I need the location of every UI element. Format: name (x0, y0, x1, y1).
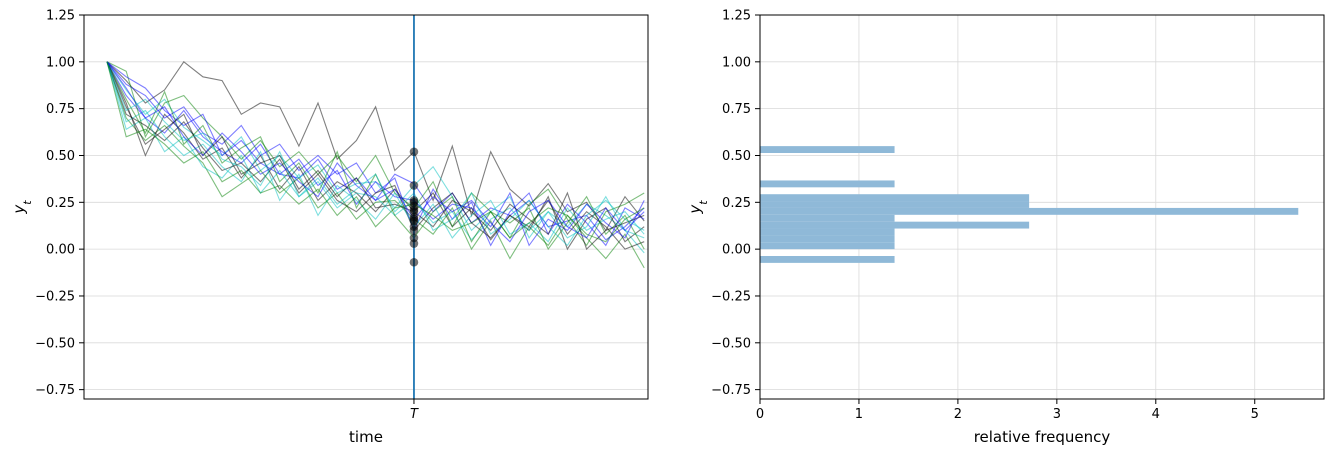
histogram-bar (760, 146, 895, 153)
right-x-tick-label: 2 (954, 407, 962, 422)
right-x-tick-label: 1 (855, 407, 863, 422)
series-line (106, 61, 645, 250)
observation-dot (409, 239, 419, 248)
series-line (106, 61, 645, 232)
right-y-tick-label: 1.00 (722, 55, 751, 70)
left-y-tick-label: 0.00 (46, 243, 75, 258)
series-line (106, 61, 645, 254)
series-line (106, 61, 645, 247)
right-x-ticks: 0 1 2 3 4 5 (756, 399, 1259, 422)
histogram-bar (760, 242, 895, 250)
right-y-tick-label: −0.25 (711, 289, 751, 304)
right-y-tick-label: 0.75 (722, 102, 751, 117)
left-plot-frame (83, 14, 649, 400)
left-y-tick-label: 1.25 (46, 9, 75, 24)
observation-dot (409, 257, 419, 267)
right-x-tick-label: 0 (756, 407, 764, 422)
series-line (106, 61, 645, 243)
left-y-tick-label: 0.50 (46, 149, 75, 164)
left-y-tick-label: 0.25 (46, 196, 75, 211)
series-line (106, 61, 645, 247)
left-y-tick-label: 1.00 (46, 55, 75, 70)
right-y-ticks: −0.75 −0.50 −0.25 0.00 0.25 0.50 0.75 1.00 1.25 (711, 9, 760, 398)
series-line (106, 61, 645, 251)
left-series-lines (106, 61, 645, 269)
right-y-tick-label: 0.50 (722, 149, 751, 164)
right-chart: −0.75−0.50−0.250.000.250.500.751.001.25 … (686, 9, 1325, 446)
left-y-tick-label: −0.50 (35, 336, 75, 351)
left-y-ticks: −0.75 −0.50 −0.25 0.00 0.25 0.50 0.75 1.00 1.25 (35, 9, 84, 398)
right-plot-frame (759, 14, 1325, 400)
right-y-tick-label: −0.75 (711, 383, 751, 398)
right-x-tick-label: 4 (1152, 407, 1160, 422)
left-y-tick-label: −0.75 (35, 383, 75, 398)
observation-dot (409, 181, 419, 190)
right-y-tick-label: 0.00 (722, 243, 751, 258)
histogram-bar (760, 256, 895, 263)
histogram-bar (760, 228, 895, 236)
histogram-bar (760, 214, 895, 222)
histogram-bar (760, 221, 1030, 229)
series-line (106, 61, 645, 247)
histogram-bar (760, 194, 1030, 202)
left-y-axis-label: yt (10, 200, 34, 215)
right-y-tick-label: 0.25 (722, 196, 751, 211)
histogram-bar (760, 235, 895, 243)
series-line (106, 61, 645, 243)
right-x-axis-label: relative frequency (974, 428, 1111, 446)
left-y-tick-label: 0.75 (46, 102, 75, 117)
left-y-tick-label: −0.25 (35, 289, 75, 304)
series-line (106, 61, 645, 243)
histogram-bar (760, 207, 1299, 215)
observation-dot (409, 147, 419, 157)
right-y-tick-label: 1.25 (722, 9, 751, 24)
right-x-tick-label: 3 (1053, 407, 1061, 422)
left-x-ticks: T (410, 399, 419, 422)
histogram-bar (760, 180, 895, 188)
left-chart: −0.75−0.50−0.250.000.250.500.751.001.25 … (10, 9, 649, 446)
right-y-axis-label: yt (686, 200, 710, 215)
observation-dot (409, 226, 419, 235)
right-histogram-bars (760, 146, 1299, 263)
left-x-axis-label: time (349, 428, 383, 446)
histogram-bar (760, 201, 1030, 208)
left-markers-at-t (409, 147, 419, 267)
series-line (106, 61, 645, 269)
series-line (106, 61, 645, 251)
right-y-tick-label: −0.50 (711, 336, 751, 351)
left-x-tick-label: T (410, 407, 419, 422)
right-x-tick-label: 5 (1251, 407, 1259, 422)
